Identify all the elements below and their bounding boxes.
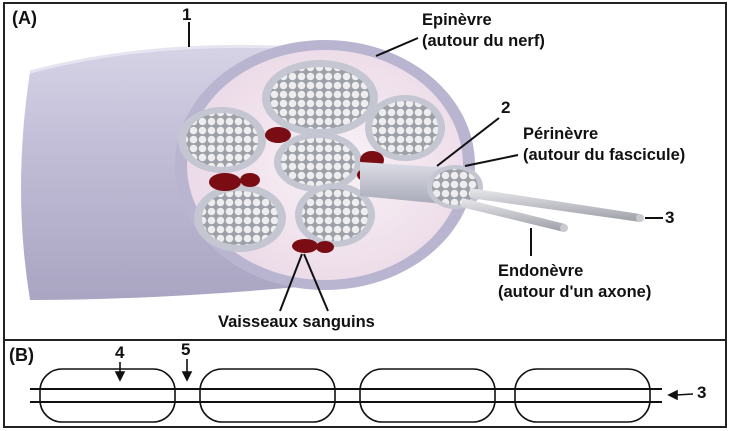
label-1: 1	[182, 5, 192, 24]
panel-divider	[3, 339, 727, 341]
fascicles	[178, 60, 445, 252]
label-2: 2	[501, 98, 511, 117]
endonevre-title: Endonèvre	[498, 262, 584, 280]
label-5: 5	[181, 340, 191, 359]
epinevre-title: Epinèvre	[422, 11, 492, 29]
endonevre-label: Endonèvre (autour d'un axone)	[498, 261, 651, 303]
figure-frame	[3, 2, 727, 428]
myelin-sheaths	[39, 368, 651, 423]
axon-diagram	[30, 359, 694, 423]
label-4: 4	[115, 343, 125, 362]
label-3-panel-a: 3	[665, 208, 675, 227]
axon-long	[470, 188, 640, 222]
panel-a-label: (A)	[12, 8, 37, 28]
protruding-fascicle	[360, 162, 644, 232]
vaisseaux-label: Vaisseaux sanguins	[218, 313, 375, 331]
panel-b-label: (B)	[9, 345, 34, 365]
perinevre-label: Périnèvre (autour du fascicule)	[523, 124, 685, 166]
perinevre-title: Périnèvre	[523, 125, 599, 143]
blood-vessels	[209, 127, 384, 253]
perinevre-desc: (autour du fascicule)	[523, 146, 686, 164]
axon-short	[461, 198, 565, 232]
label-3-panel-b: 3	[697, 383, 707, 402]
epinevre-label: Epinèvre (autour du nerf)	[422, 10, 545, 52]
leader-lines	[188, 22, 663, 312]
epinevre-desc: (autour du nerf)	[422, 32, 545, 50]
endonevre-desc: (autour d'un axone)	[498, 283, 652, 301]
